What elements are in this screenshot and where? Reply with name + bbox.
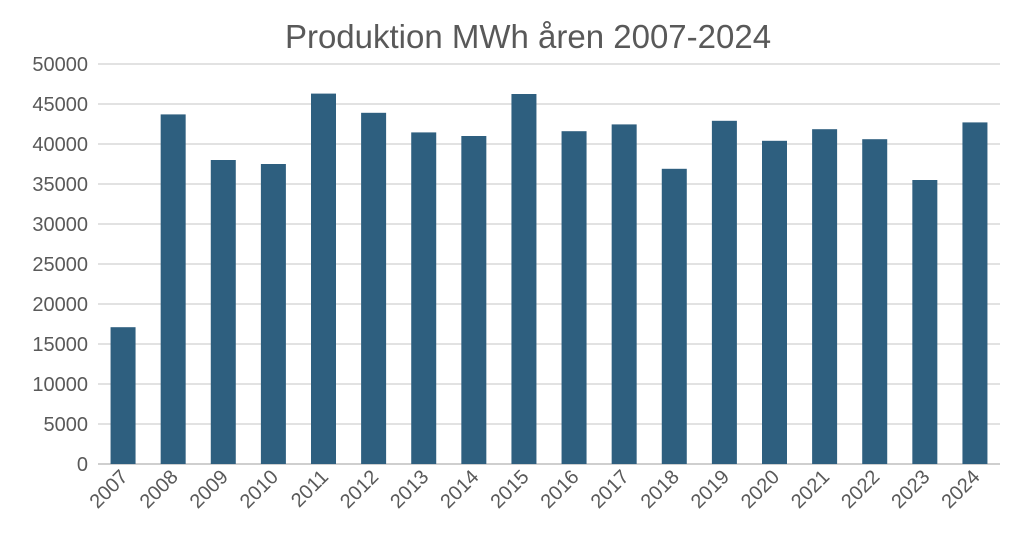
x-tick-label: 2024 xyxy=(937,466,984,513)
x-tick-label: 2014 xyxy=(436,466,483,513)
bar-2007 xyxy=(110,327,136,464)
bar-2017 xyxy=(611,124,637,465)
bar-2023 xyxy=(912,180,938,464)
x-tick-label: 2018 xyxy=(637,466,684,513)
bar-2008 xyxy=(160,114,186,465)
bar-2014 xyxy=(461,136,487,464)
bar-2024 xyxy=(962,122,988,465)
bar-2020 xyxy=(762,140,787,465)
x-tick-label: 2016 xyxy=(537,466,584,513)
x-tick-label: 2011 xyxy=(287,466,333,512)
bar-2019 xyxy=(711,120,737,465)
x-tick-label: 2009 xyxy=(186,466,233,513)
y-tick-label: 10000 xyxy=(32,374,88,396)
y-tick-label: 35000 xyxy=(32,174,88,196)
x-tick-label: 2015 xyxy=(486,466,533,513)
x-tick-label: 2013 xyxy=(386,466,433,513)
bar-2022 xyxy=(862,139,888,464)
y-tick-label: 0 xyxy=(77,454,88,476)
y-tick-label: 5000 xyxy=(44,414,89,436)
x-tick-label: 2012 xyxy=(336,466,383,513)
x-tick-label: 2019 xyxy=(687,466,734,513)
bar-2016 xyxy=(561,131,587,464)
x-tick-label: 2008 xyxy=(136,466,183,513)
bar-2012 xyxy=(361,112,387,465)
bar-2013 xyxy=(411,132,437,464)
y-tick-label: 40000 xyxy=(32,134,88,156)
x-tick-label: 2010 xyxy=(236,466,283,513)
x-tick-label: 2007 xyxy=(86,466,133,513)
bar-2011 xyxy=(311,93,336,464)
bar-2010 xyxy=(260,164,286,464)
y-tick-label: 20000 xyxy=(32,294,88,316)
x-tick-label: 2017 xyxy=(587,466,634,513)
x-tick-label: 2021 xyxy=(787,466,834,513)
bar-2018 xyxy=(661,168,687,465)
y-tick-label: 45000 xyxy=(32,94,88,116)
bar-2009 xyxy=(210,160,236,464)
y-tick-label: 30000 xyxy=(32,214,88,236)
y-tick-label: 25000 xyxy=(32,254,88,276)
x-tick-label: 2020 xyxy=(737,466,784,513)
y-tick-label: 15000 xyxy=(32,334,88,356)
chart-title: Produktion MWh åren 2007-2024 xyxy=(285,18,771,55)
y-tick-label: 50000 xyxy=(32,54,88,76)
bar-2021 xyxy=(812,129,838,464)
x-tick-label: 2022 xyxy=(837,466,884,513)
x-tick-label: 2023 xyxy=(887,466,934,513)
bar-2015 xyxy=(511,94,537,464)
